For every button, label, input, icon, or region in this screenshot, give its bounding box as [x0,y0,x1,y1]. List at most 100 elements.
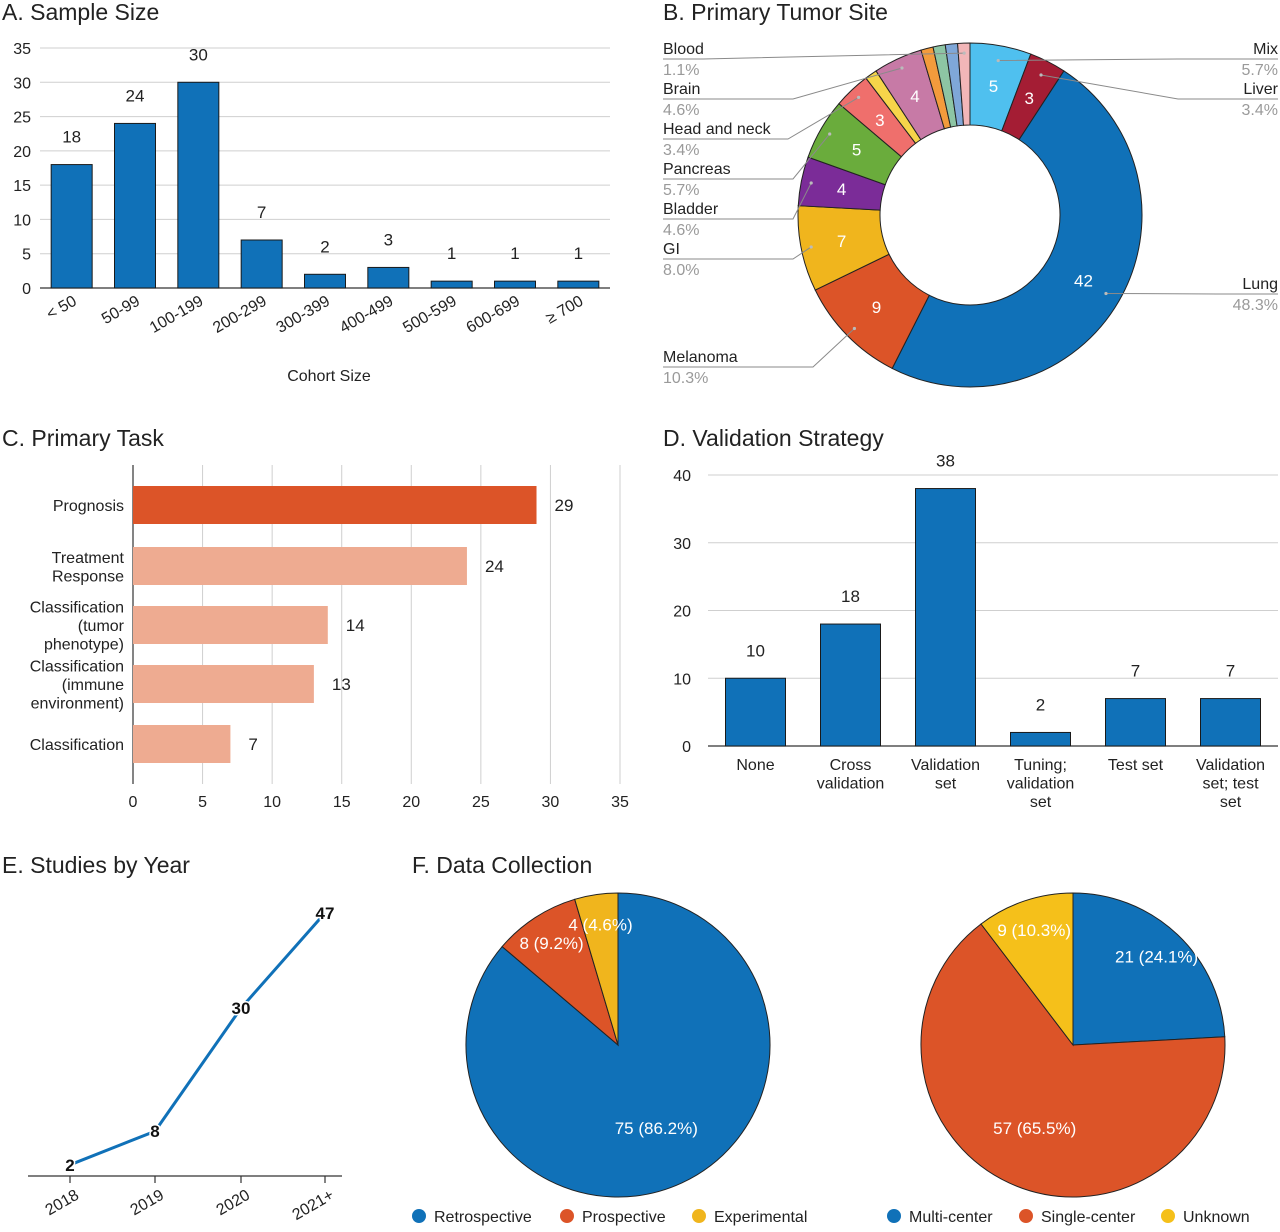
bar [1010,731,1071,747]
bar [133,725,231,763]
data-label: 13 [332,675,351,694]
legend-label: Experimental [714,1209,807,1226]
x-tick-label: 35 [611,794,629,811]
y-tick-label: 40 [673,468,691,485]
bar [240,239,283,289]
data-collection-center-pie: 21 (24.1%) 57 (65.5%) 9 (10.3%) Multi-cente… [887,892,1250,1226]
x-tick-label: 200-299 [210,293,269,337]
leader-line [663,328,855,368]
legend-label: Head and neck [663,121,772,138]
leader-line [1040,74,1278,100]
pie-slice [1072,892,1226,1046]
legend-label: Mix [1253,41,1278,58]
legend-label: Bladder [663,201,719,218]
legend-label: Multi-center [909,1209,993,1226]
x-tick-label: 25 [472,794,490,811]
y-tick-label: (tumor [78,618,125,635]
x-tick-label: 2019 [128,1187,167,1220]
donut-slice [891,70,1143,388]
pie-slice [574,892,619,1046]
panel-a-title: A. Sample Size [2,0,159,25]
x-tick-label: 600-699 [464,293,523,337]
x-tick-label: Test set [1108,757,1164,774]
y-tick-label: 30 [673,536,691,553]
y-tick-label: 30 [13,75,31,92]
x-axis-title: Cohort Size [287,368,371,385]
legend-marker [412,1209,426,1223]
panel-d-title: D. Validation Strategy [663,425,884,451]
legend-percent: 4.6% [663,102,699,119]
legend-label: Melanoma [663,349,738,366]
point-label: 47 [316,904,335,923]
bar [820,623,881,747]
x-tick-label: 2018 [43,1187,82,1220]
leader-dot [809,245,813,249]
leader-dot [900,66,904,70]
data-label: 7 [1226,662,1235,681]
leader-line [663,133,831,180]
x-tick-label: set [1030,794,1052,811]
series-line [69,912,327,1167]
legend-percent: 48.3% [1233,297,1278,314]
bar [133,547,467,585]
x-tick-label: 2021+ [290,1187,337,1224]
x-tick-label: 100-199 [147,293,206,337]
x-tick-label: Cross [830,757,872,774]
bar [725,677,786,747]
legend-marker [1161,1209,1175,1223]
x-tick-label: < 50 [44,293,80,324]
bar [133,665,314,703]
data-label: 7 [248,735,257,754]
data-label: 18 [841,587,860,606]
y-tick-label: Classification [30,737,124,754]
leader-line [1105,293,1278,295]
x-tick-label: 0 [129,794,138,811]
leader-dot [1104,291,1108,296]
slice-value-label: 4 [837,180,846,199]
x-tick-label: validation [817,776,885,793]
y-tick-label: 20 [13,144,31,161]
y-tick-label: Classification [30,659,124,676]
slice-value-label: 8 (9.2%) [519,934,583,953]
leader-line [663,52,965,60]
bar [494,280,536,289]
data-label: 10 [746,641,765,660]
data-label: 2 [1036,695,1045,714]
validation-strategy-chart: 0 10 20 30 40 10 None 18 Cross validation 38 Valida… [673,452,1278,811]
legend-label: Blood [663,41,704,58]
x-tick-label: ≥ 700 [543,293,586,328]
x-tick-label: 400-499 [337,293,396,337]
y-tick-label: 0 [682,739,691,756]
donut-slice [957,42,971,126]
slice-value-label: 9 (10.3%) [997,921,1071,940]
studies-by-year-chart: 2018 2 2019 8 2020 30 2021+ 47 [28,903,342,1224]
leader-dot [828,132,832,136]
pie-slice [980,892,1074,1047]
x-tick-label: set; test [1202,776,1259,793]
y-tick-label: 10 [673,671,691,688]
legend-marker [887,1209,901,1223]
panel-c-title: C. Primary Task [2,425,164,451]
bar [430,280,473,289]
primary-task-chart: 0 5 10 15 20 25 30 35 29 Prognosis 24 TreatmentResp… [30,465,629,811]
leader-dot [962,51,966,55]
y-tick-label: Response [52,568,124,585]
legend-percent: 5.7% [1242,62,1278,79]
data-collection-design-pie: 75 (86.2%) 8 (9.2%)4 (4.6%) Retrospective P… [412,892,807,1226]
x-tick-label: 15 [333,794,351,811]
x-tick-label: set [1220,794,1242,811]
y-tick-label: 5 [22,247,31,264]
data-label: 7 [257,203,266,222]
slice-value-label: 7 [837,232,846,251]
x-tick-label: 20 [402,794,420,811]
bar [1105,698,1166,747]
data-label: 1 [574,244,583,263]
point-label: 8 [150,1122,159,1141]
x-tick-label: 300-399 [274,293,333,337]
leader-dot [852,326,857,331]
legend-label: Pancreas [663,161,731,178]
slice-value-label: 4 [910,87,919,106]
data-label: 29 [555,496,574,515]
slice-value-label: 57 (65.5%) [993,1119,1076,1138]
